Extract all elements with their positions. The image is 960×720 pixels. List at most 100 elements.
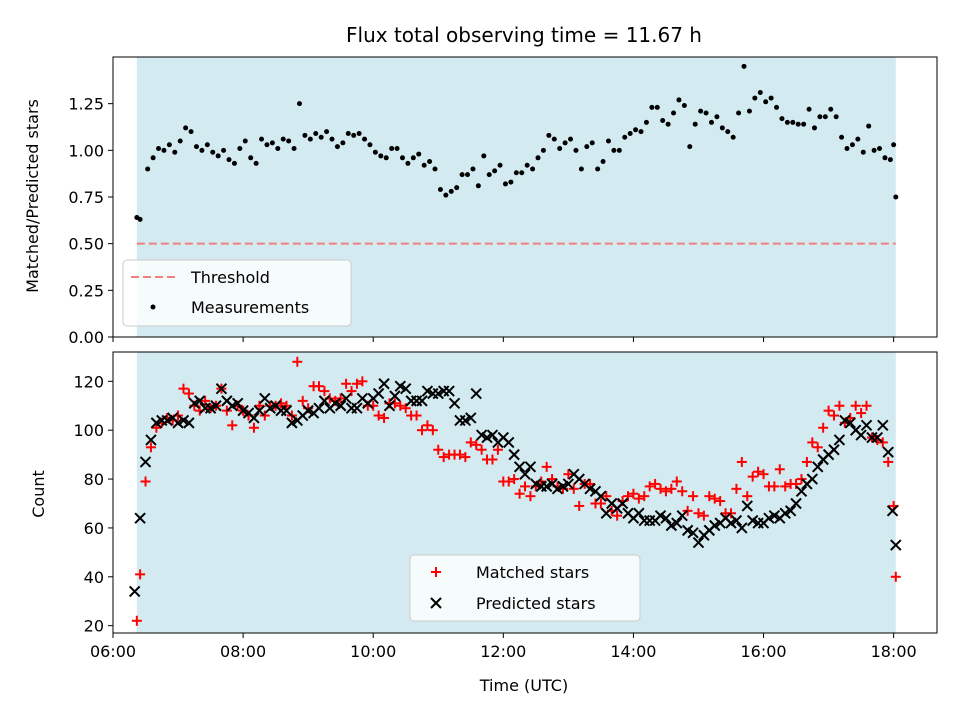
measurement-point bbox=[448, 188, 454, 194]
cross-b bbox=[600, 507, 613, 519]
matched-star-point bbox=[341, 378, 352, 389]
matched-star-point bbox=[292, 356, 303, 367]
matched-star-point bbox=[801, 456, 812, 467]
measurement-point bbox=[844, 145, 850, 151]
cross-b bbox=[524, 461, 537, 473]
measurement-point bbox=[248, 155, 254, 161]
measurement-point bbox=[573, 147, 579, 153]
matched-star-point bbox=[736, 456, 747, 467]
cross-b bbox=[546, 478, 558, 490]
matched-star-point bbox=[623, 491, 633, 502]
predicted-star-point bbox=[595, 490, 607, 502]
measurement-point bbox=[253, 160, 259, 166]
cross-b bbox=[340, 392, 352, 405]
matched-star-point bbox=[509, 474, 520, 485]
predicted-star-point bbox=[828, 444, 840, 456]
cross-b bbox=[660, 512, 672, 524]
cross-b bbox=[768, 510, 781, 522]
measurement-point bbox=[736, 110, 742, 116]
cross-b bbox=[877, 419, 889, 432]
matched-star-point bbox=[574, 500, 585, 511]
y-tick-label-0-50: 0.50 bbox=[68, 235, 104, 254]
measurement-point bbox=[763, 99, 769, 105]
measurement-point bbox=[893, 194, 899, 200]
matched-star-point bbox=[286, 410, 297, 421]
measurement-point bbox=[188, 129, 194, 135]
cross-b bbox=[421, 385, 434, 397]
predicted-star-point bbox=[145, 434, 157, 446]
measurement-point bbox=[470, 166, 476, 172]
chart-title: Flux total observing time = 11.67 h bbox=[346, 23, 702, 47]
measurement-point bbox=[275, 145, 281, 151]
matched-star-point bbox=[850, 400, 861, 411]
measurement-point bbox=[866, 123, 872, 129]
measurement-point bbox=[215, 153, 221, 159]
count-plot-frame bbox=[112, 351, 938, 634]
measurement-point bbox=[568, 136, 574, 142]
predicted-star-point bbox=[855, 429, 867, 441]
matched-star-point bbox=[346, 386, 357, 397]
x-tick-label-12-00: 12:00 bbox=[480, 642, 526, 661]
measurement-point bbox=[183, 125, 189, 131]
matched-star-point bbox=[677, 486, 688, 497]
predicted-star-point bbox=[334, 400, 347, 412]
measurement-point bbox=[633, 127, 639, 133]
cross-b bbox=[465, 412, 477, 424]
cross-b bbox=[676, 510, 688, 522]
measurement-point bbox=[296, 101, 302, 107]
matched-star-point bbox=[541, 461, 552, 472]
matched-star-point bbox=[178, 383, 189, 394]
measurement-point bbox=[193, 144, 199, 150]
predicted-star-point bbox=[231, 397, 244, 410]
cross-b bbox=[616, 497, 629, 510]
matched-star-point bbox=[140, 476, 151, 487]
legend-threshold-label: Threshold bbox=[190, 268, 270, 287]
measurement-point bbox=[372, 149, 378, 155]
predicted-star-point bbox=[671, 517, 683, 529]
measurement-point bbox=[269, 140, 275, 146]
matched-star-point bbox=[433, 444, 444, 455]
cross-b bbox=[183, 417, 195, 429]
x-tick-label-16-00: 16:00 bbox=[740, 642, 786, 661]
measurement-point bbox=[524, 162, 530, 168]
predicted-star-point bbox=[253, 404, 266, 417]
legend-plus-marker bbox=[431, 567, 441, 577]
matched-star-point bbox=[471, 439, 482, 450]
measurement-point bbox=[231, 160, 237, 166]
measurement-point bbox=[698, 108, 704, 114]
matched-star-point bbox=[628, 488, 639, 499]
matched-star-point bbox=[769, 481, 780, 492]
matched-star-point bbox=[780, 481, 791, 492]
matched-star-point bbox=[417, 425, 427, 436]
measurement-point bbox=[356, 131, 362, 137]
measurement-point bbox=[383, 155, 389, 161]
matched-star-point bbox=[520, 481, 530, 492]
measurement-point bbox=[681, 103, 687, 109]
x-tick-label-10-00: 10:00 bbox=[350, 642, 396, 661]
cross-b bbox=[890, 539, 902, 551]
predicted-star-point bbox=[600, 507, 613, 519]
measurement-point bbox=[887, 157, 893, 163]
measurement-point bbox=[643, 119, 649, 125]
measurement-point bbox=[557, 145, 563, 151]
measurement-point bbox=[421, 162, 427, 168]
measurement-point bbox=[671, 110, 677, 116]
measurement-point bbox=[324, 129, 330, 135]
matched-star-point bbox=[151, 422, 162, 433]
measurement-point bbox=[150, 155, 156, 161]
predicted-star-point bbox=[519, 468, 531, 480]
measurement-point bbox=[638, 129, 644, 135]
measurement-point bbox=[454, 185, 460, 191]
matched-star-point bbox=[796, 474, 807, 485]
predicted-star-point bbox=[443, 385, 455, 397]
cross-b bbox=[318, 395, 331, 407]
matched-star-point bbox=[758, 469, 769, 480]
predicted-star-point bbox=[134, 512, 146, 524]
ratio-y-axis-label: Matched/Predicted stars bbox=[23, 99, 42, 293]
measurement-point bbox=[378, 153, 384, 159]
matched-star-point bbox=[612, 510, 623, 521]
predicted-star-point bbox=[183, 417, 195, 429]
matched-star-point bbox=[373, 410, 384, 421]
y-tick-label-1-00: 1.00 bbox=[68, 141, 104, 160]
